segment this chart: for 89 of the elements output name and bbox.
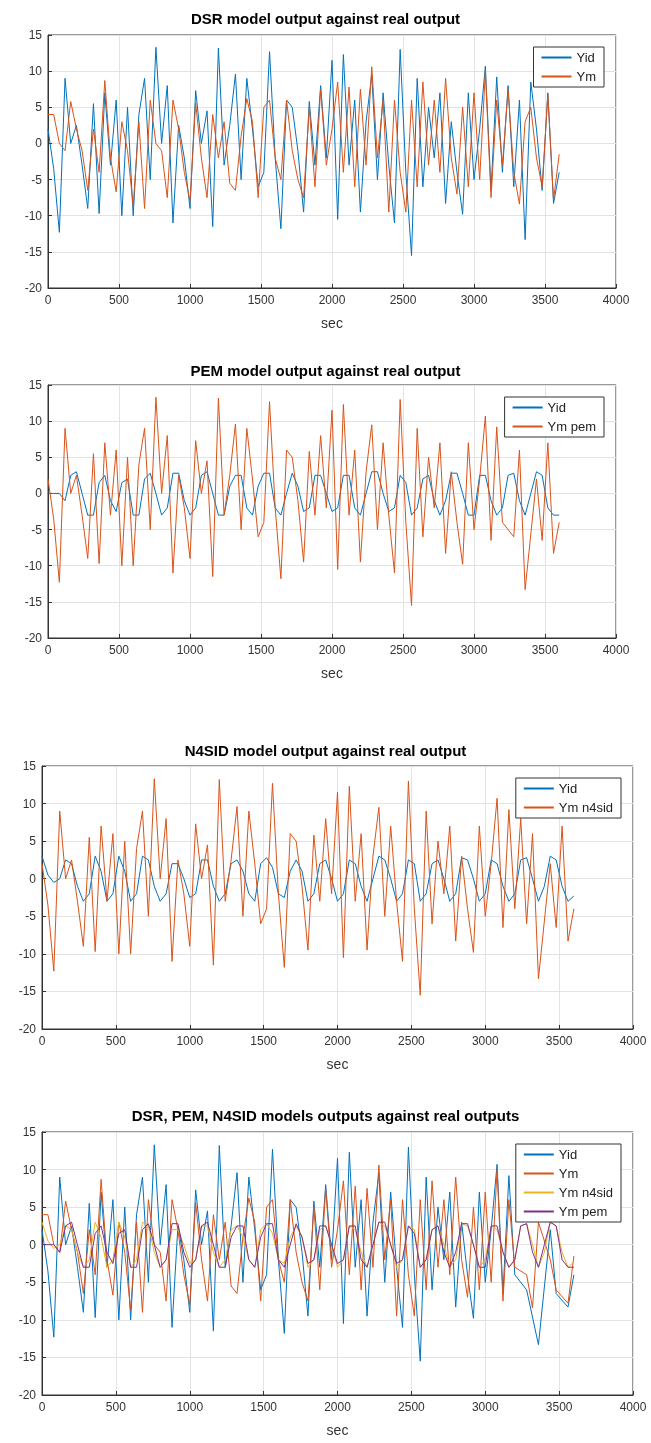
x-axis-title: sec (321, 315, 343, 331)
x-tick-label: 1500 (247, 293, 275, 307)
y-tick-label: -20 (18, 1022, 37, 1036)
legend-label: Ym n4sid (558, 800, 614, 815)
x-tick-label: 2500 (389, 293, 417, 307)
y-tick-label: -10 (18, 1312, 37, 1327)
x-tick-label: 500 (108, 293, 130, 307)
y-tick-label: -5 (31, 172, 43, 187)
line-series (41, 855, 575, 902)
y-tick-label: 15 (22, 1125, 37, 1139)
x-tick-label: 3500 (531, 293, 559, 307)
legend-label: Yid (558, 1147, 578, 1162)
x-tick-label: 2000 (324, 1034, 352, 1048)
y-tick-label: -15 (18, 1350, 37, 1365)
y-tick-label: 15 (28, 28, 43, 42)
x-tick-label: 3000 (471, 1034, 499, 1048)
x-tick-label: 4000 (602, 643, 630, 657)
y-tick-label: 0 (35, 486, 43, 501)
chart-title: DSR model output against real output (190, 10, 461, 27)
y-tick-label: -10 (24, 208, 43, 223)
x-tick-label: 4000 (602, 293, 630, 307)
legend-label: Ym (558, 1166, 579, 1181)
x-tick-label: 1000 (176, 1034, 204, 1048)
legend-label: Ym pem (547, 419, 597, 434)
y-tick-label: -20 (24, 631, 43, 645)
chart-title: DSR, PEM, N4SID models outputs against real outputs (131, 1107, 520, 1124)
x-axis-title: sec (326, 1422, 349, 1438)
x-tick-label: 4000 (619, 1400, 647, 1414)
x-tick-label: 500 (105, 1400, 127, 1414)
x-tick-label: 2500 (398, 1034, 426, 1048)
legend-label: Ym (576, 69, 596, 84)
x-tick-label: 2000 (318, 643, 346, 657)
x-tick-label: 1000 (176, 293, 204, 307)
y-tick-label: 0 (35, 136, 43, 151)
x-tick-label: 2500 (398, 1400, 426, 1414)
x-tick-label: 4000 (619, 1034, 647, 1048)
x-axis-title: sec (326, 1056, 349, 1072)
y-tick-label: -5 (25, 909, 37, 924)
y-tick-label: 5 (29, 834, 37, 849)
x-tick-label: 1500 (250, 1400, 278, 1414)
x-axis-title: sec (321, 665, 343, 681)
x-tick-label: 500 (108, 643, 130, 657)
legend-label: Yid (547, 400, 566, 415)
x-tick-label: 3000 (460, 643, 488, 657)
y-tick-label: -15 (24, 594, 43, 609)
x-tick-label: 1000 (176, 1400, 204, 1414)
y-tick-label: 10 (28, 64, 43, 79)
y-tick-label: -15 (18, 984, 37, 999)
chart-title: PEM model output against real output (190, 362, 461, 379)
y-tick-label: 0 (29, 871, 37, 886)
x-tick-label: 1000 (176, 643, 204, 657)
y-tick-label: -10 (24, 558, 43, 573)
y-tick-label: -15 (24, 244, 43, 259)
y-tick-label: 5 (35, 450, 43, 465)
y-tick-label: 0 (29, 1237, 37, 1252)
legend-label: Ym pem (558, 1204, 608, 1219)
x-tick-label: 0 (44, 293, 52, 307)
x-tick-label: 3000 (460, 293, 488, 307)
x-tick-label: 1500 (250, 1034, 278, 1048)
y-tick-label: 5 (35, 100, 43, 115)
legend-label: Yid (576, 50, 595, 65)
x-tick-label: 0 (44, 643, 52, 657)
x-tick-label: 2000 (318, 293, 346, 307)
y-tick-label: -5 (31, 522, 43, 537)
line-series (47, 66, 560, 213)
x-tick-label: 2500 (389, 643, 417, 657)
y-tick-label: 10 (22, 1162, 37, 1177)
y-tick-label: -20 (24, 281, 43, 295)
x-tick-label: 3000 (471, 1400, 499, 1414)
line-series (47, 46, 560, 256)
y-tick-label: -20 (18, 1388, 37, 1402)
legend-label: Yid (558, 781, 578, 796)
y-tick-label: -10 (18, 946, 37, 961)
y-tick-label: 15 (22, 759, 37, 773)
y-tick-label: 5 (29, 1200, 37, 1215)
x-tick-label: 3500 (545, 1400, 573, 1414)
chart-title: N4SID model output against real output (184, 742, 467, 759)
x-tick-label: 3500 (545, 1034, 573, 1048)
y-tick-label: -5 (25, 1275, 37, 1290)
y-tick-label: 10 (22, 796, 37, 811)
y-tick-label: 15 (28, 378, 43, 392)
x-tick-label: 2000 (324, 1400, 352, 1414)
x-tick-label: 1500 (247, 643, 275, 657)
line-series (47, 471, 560, 516)
x-tick-label: 3500 (531, 643, 559, 657)
y-tick-label: 10 (28, 414, 43, 429)
x-tick-label: 500 (105, 1034, 127, 1048)
line-series (41, 1221, 575, 1268)
legend-label: Ym n4sid (558, 1185, 614, 1200)
